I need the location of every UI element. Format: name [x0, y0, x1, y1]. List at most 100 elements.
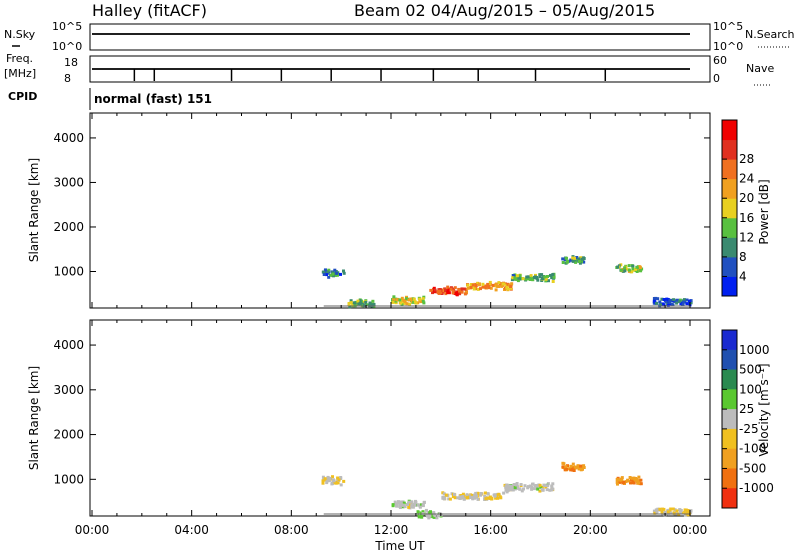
scatter-cell — [463, 292, 467, 296]
scatter-cell — [422, 301, 426, 305]
scatter-cell — [417, 515, 421, 519]
scatter-cell — [619, 268, 623, 272]
power-colorbar-label: Power [dB] — [757, 179, 771, 244]
scatter-cell — [489, 286, 493, 290]
scatter-cell — [411, 505, 415, 509]
scatter-cell — [333, 268, 337, 272]
scatter-cell — [487, 285, 491, 288]
scatter-cell — [637, 479, 641, 483]
scatter-cell — [336, 476, 340, 480]
scatter-cell — [636, 481, 640, 485]
scatter-cell — [461, 492, 465, 496]
power-y-ticks: 1000 2000 3000 4000 — [53, 131, 710, 278]
nsearch-bottom-tick: 10^0 — [713, 40, 743, 53]
scatter-cell — [620, 478, 624, 482]
scatter-cell — [469, 286, 473, 289]
colorbar-segment — [722, 159, 737, 180]
scatter-cell — [466, 496, 470, 500]
scatter-cell — [618, 480, 622, 484]
scatter-cell — [476, 281, 480, 285]
scatter-cell — [414, 500, 418, 504]
colorbar-tick-label: 12 — [739, 230, 754, 244]
colorbar-segment — [722, 198, 737, 219]
scatter-cell — [672, 298, 676, 302]
scatter-cell — [630, 476, 634, 480]
scatter-cell — [531, 276, 535, 280]
scatter-cell — [451, 289, 455, 293]
scatter-cell — [550, 276, 554, 280]
scatter-cell — [623, 266, 627, 270]
scatter-cell — [579, 464, 583, 468]
scatter-cell — [348, 305, 352, 309]
colorbar-segment — [722, 256, 737, 277]
scatter-cell — [334, 481, 338, 485]
scatter-cell — [451, 495, 455, 499]
scatter-cell — [512, 483, 516, 487]
power-colorbar: 4 8 12 16 20 24 28 — [721, 119, 754, 297]
colorbar-segment — [722, 448, 737, 469]
scatter-cell — [402, 301, 406, 305]
scatter-cell — [453, 496, 457, 500]
scatter-cell — [526, 486, 530, 490]
scatter-cell — [395, 504, 399, 508]
scatter-cell — [582, 464, 586, 468]
scatter-cell — [670, 302, 674, 306]
scatter-cell — [433, 288, 437, 292]
scatter-cell — [462, 497, 466, 501]
scatter-cell — [476, 287, 480, 291]
colorbar-segment — [722, 428, 737, 450]
colorbar-segment — [722, 120, 737, 141]
scatter-cell — [328, 476, 332, 480]
scatter-cell — [466, 283, 470, 287]
scatter-cell — [511, 488, 515, 492]
scatter-cell — [620, 476, 624, 480]
scatter-cell — [501, 282, 505, 286]
colorbar-tick-label: -500 — [739, 461, 766, 475]
scatter-cell — [675, 509, 679, 513]
scatter-cell — [579, 256, 583, 260]
scatter-cell — [370, 303, 374, 307]
scatter-cell — [358, 301, 362, 305]
colorbar-segment — [722, 488, 737, 509]
scatter-cell — [471, 497, 475, 501]
scatter-cell — [538, 489, 542, 493]
scatter-cell — [331, 475, 334, 479]
velocity-ylabel: Slant Range [km] — [27, 366, 41, 470]
scatter-cell — [576, 465, 580, 469]
scatter-cell — [546, 482, 550, 486]
scatter-cell — [419, 503, 423, 507]
scatter-cell — [474, 284, 478, 288]
scatter-cell — [321, 481, 325, 485]
scatter-cell — [569, 468, 573, 472]
scatter-cell — [521, 277, 525, 281]
scatter-cell — [332, 479, 336, 483]
colorbar-tick-label: 8 — [739, 250, 747, 264]
x-tick-label: 00:00 — [75, 523, 110, 537]
scatter-cell — [689, 301, 693, 305]
scatter-cell — [617, 478, 621, 482]
scatter-cell — [656, 507, 660, 511]
scatter-cell — [322, 273, 326, 276]
scatter-cell — [497, 492, 501, 496]
scatter-cell — [453, 493, 456, 496]
scatter-cell — [679, 509, 683, 512]
y-tick-label: 3000 — [53, 175, 84, 189]
velocity-colorbar-label: Velocity [m s⁻¹] — [757, 363, 771, 456]
scatter-cell — [505, 483, 509, 487]
scatter-cell — [430, 515, 434, 519]
scatter-cell — [577, 467, 581, 471]
scatter-cell — [522, 487, 525, 491]
colorbar-tick-label: 1000 — [739, 343, 770, 357]
scatter-cell — [471, 285, 475, 289]
scatter-cell — [429, 288, 433, 292]
scatter-cell — [419, 511, 423, 515]
scatter-cell — [336, 273, 339, 277]
freq-label-1: Freq. — [6, 52, 33, 65]
scatter-cell — [509, 285, 513, 288]
scatter-cell — [466, 286, 470, 290]
x-tick-label: 20:00 — [573, 523, 608, 537]
scatter-cell — [501, 283, 505, 287]
scatter-cell — [391, 503, 395, 507]
scatter-cell — [652, 299, 656, 303]
